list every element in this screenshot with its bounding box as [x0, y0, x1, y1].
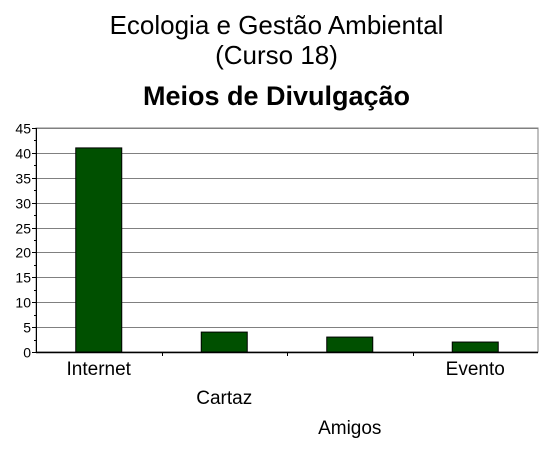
y-tick-label-35: 35 [15, 171, 31, 187]
y-tick-label-15: 15 [15, 270, 31, 286]
bar-cartaz [200, 331, 248, 353]
x-label-amigos: Amigos [318, 418, 381, 439]
page-title-line-2: (Curso 18) [215, 40, 338, 70]
axes [32, 128, 538, 356]
x-label-internet: Internet [67, 359, 132, 380]
chart-title: Meios de Divulgação [142, 81, 411, 111]
bar-amigos [326, 336, 374, 353]
x-label-cartaz: Cartaz [196, 388, 252, 409]
y-tick-label-40: 40 [15, 146, 31, 162]
title-block: Ecologia e Gestão Ambiental (Curso 18) [0, 10, 553, 70]
y-tick-label-45: 45 [15, 121, 31, 137]
y-tick-labels: 0 5 10 15 20 25 30 35 40 45 [15, 121, 31, 361]
y-tick-label-25: 25 [15, 221, 31, 237]
bars [75, 147, 499, 353]
y-tick-label-20: 20 [15, 245, 31, 261]
y-tick-label-10: 10 [15, 295, 31, 311]
x-label-evento: Evento [446, 359, 505, 380]
bar-internet [75, 147, 123, 353]
x-category-labels: Internet Cartaz Amigos Evento [67, 359, 505, 439]
y-tick-label-0: 0 [23, 345, 31, 361]
page-title-line-1: Ecologia e Gestão Ambiental [109, 10, 444, 40]
bar-evento [451, 341, 499, 353]
y-tick-label-5: 5 [23, 320, 31, 336]
y-tick-label-30: 30 [15, 196, 31, 212]
